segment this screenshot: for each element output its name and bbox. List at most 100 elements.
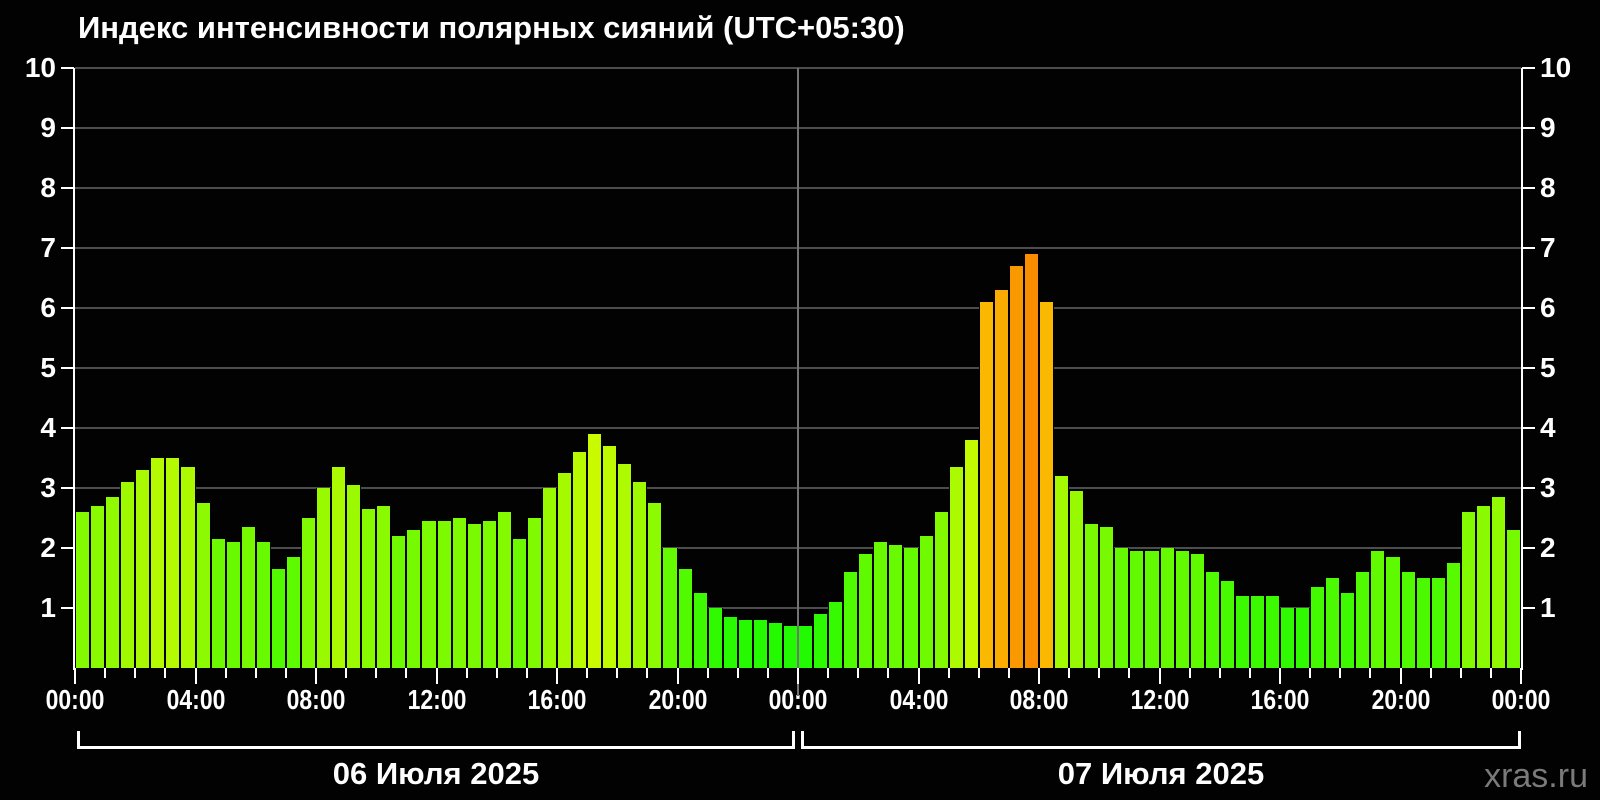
x-tick — [1007, 668, 1010, 678]
x-tick — [586, 668, 589, 678]
y-tick — [1522, 307, 1535, 309]
bar — [1114, 548, 1130, 668]
y-axis-left — [73, 68, 75, 670]
bar — [798, 626, 814, 668]
y-tick — [1522, 127, 1535, 129]
x-tick — [1248, 668, 1251, 678]
bar — [511, 539, 527, 668]
x-tick — [194, 668, 197, 684]
bar — [1249, 596, 1265, 668]
bar — [316, 488, 332, 668]
bar — [1280, 608, 1296, 668]
y-tick-label: 1 — [40, 592, 56, 623]
bar — [662, 548, 678, 668]
y-tick-label: 2 — [1540, 532, 1556, 563]
x-tick — [345, 668, 348, 678]
bar — [948, 467, 964, 668]
date-label-day2: 07 Июля 2025 — [1057, 756, 1265, 791]
plot-area — [75, 67, 1521, 668]
x-tick — [1279, 668, 1281, 684]
bar — [903, 548, 919, 668]
y-tick-label: 9 — [40, 112, 56, 143]
y-tick-label: 6 — [40, 292, 56, 323]
x-tick — [1429, 668, 1432, 678]
bar — [1174, 551, 1190, 668]
y-tick-label: 4 — [40, 412, 56, 443]
y-tick-label: 10 — [24, 52, 56, 83]
y-tick-label: 7 — [1540, 232, 1556, 263]
bar — [1234, 596, 1250, 668]
x-tick — [1188, 668, 1191, 678]
day1-bracket — [77, 731, 795, 749]
bar — [1475, 506, 1491, 668]
bar — [1219, 581, 1235, 668]
x-tick-label: 12:00 — [407, 684, 466, 715]
bar — [782, 626, 798, 668]
bar — [90, 506, 106, 668]
bar — [1264, 596, 1280, 668]
bar — [391, 536, 407, 668]
bar — [346, 485, 362, 668]
y-tick — [61, 67, 74, 69]
x-tick — [254, 668, 257, 678]
y-tick-label: 9 — [1540, 112, 1556, 143]
bar — [481, 521, 497, 668]
y-tick — [61, 547, 74, 549]
bar — [843, 572, 859, 668]
y-tick-label: 7 — [40, 232, 56, 263]
x-tick — [616, 668, 619, 678]
bar — [1204, 572, 1220, 668]
x-tick — [405, 668, 408, 678]
x-tick — [797, 668, 799, 684]
bar — [993, 290, 1009, 668]
x-tick-label: 08:00 — [286, 684, 346, 715]
bar — [1415, 578, 1431, 668]
y-tick — [61, 367, 74, 369]
y-tick-label: 8 — [40, 172, 56, 203]
bar — [602, 446, 618, 668]
bar — [331, 467, 347, 668]
x-tick — [977, 668, 980, 678]
bar — [436, 521, 452, 668]
bar — [406, 530, 422, 668]
y-tick — [1522, 67, 1535, 69]
x-tick — [1339, 668, 1342, 678]
x-tick — [1098, 668, 1101, 678]
y-tick — [61, 487, 74, 489]
y-tick-label: 5 — [40, 352, 56, 383]
bar — [888, 545, 904, 668]
y-tick-label: 10 — [1540, 52, 1572, 83]
bar — [1129, 551, 1145, 668]
y-tick-label: 4 — [1540, 412, 1556, 443]
bar — [75, 512, 91, 668]
bar — [1490, 497, 1506, 668]
bar — [376, 506, 392, 668]
bar — [1340, 593, 1356, 668]
y-tick-label: 3 — [1540, 472, 1556, 503]
x-tick — [1068, 668, 1071, 678]
x-tick — [164, 668, 167, 678]
day-separator-line — [797, 68, 799, 696]
bar — [120, 482, 136, 668]
bar — [150, 458, 166, 668]
y-tick-label: 2 — [40, 532, 56, 563]
x-tick-label: 04:00 — [889, 684, 948, 715]
x-tick-label: 12:00 — [1130, 684, 1189, 715]
x-tick — [1399, 668, 1402, 684]
bar — [1023, 254, 1039, 668]
bar — [647, 503, 663, 668]
x-tick — [646, 668, 649, 678]
y-axis-right — [1521, 68, 1523, 670]
bar — [918, 536, 934, 668]
x-tick — [1369, 668, 1372, 678]
y-tick — [61, 247, 74, 249]
y-tick — [61, 427, 74, 429]
bar — [933, 512, 949, 668]
bar — [1069, 491, 1085, 668]
x-tick — [1520, 668, 1522, 684]
bar — [165, 458, 181, 668]
y-tick — [1522, 487, 1535, 489]
x-tick — [495, 668, 498, 678]
bar — [632, 482, 648, 668]
